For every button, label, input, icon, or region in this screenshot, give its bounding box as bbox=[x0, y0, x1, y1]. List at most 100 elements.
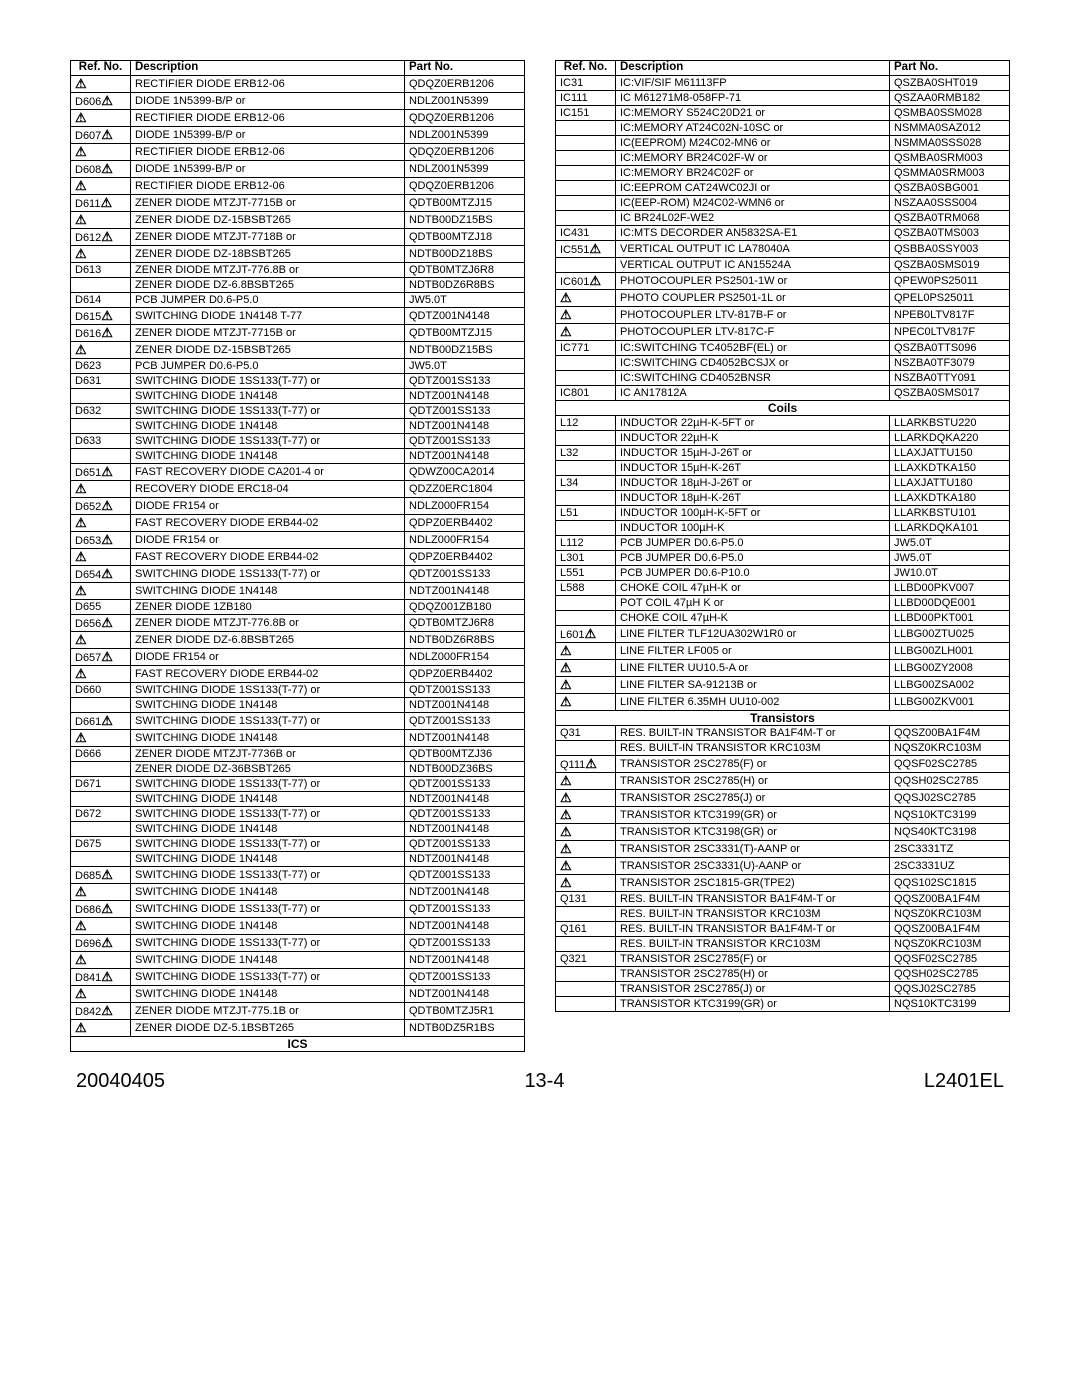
header-part: Part No. bbox=[405, 61, 525, 76]
desc-cell: RES. BUILT-IN TRANSISTOR KRC103M bbox=[616, 741, 890, 756]
part-cell: QQSZ00BA1F4M bbox=[890, 922, 1010, 937]
warning-icon: ⚠ bbox=[560, 858, 572, 873]
part-cell: LLAXJATTU180 bbox=[890, 476, 1010, 491]
desc-cell: TRANSISTOR 2SC3331(U)-AANP or bbox=[616, 858, 890, 875]
part-cell: NQSZ0KRC103M bbox=[890, 741, 1010, 756]
desc-cell: INDUCTOR 22µH-K-5FT or bbox=[616, 416, 890, 431]
table-row: IC151IC:MEMORY S524C20D21 orQSMBA0SSM028 bbox=[556, 106, 1010, 121]
desc-cell: CHOKE COIL 47µH-K bbox=[616, 611, 890, 626]
warning-icon: ⚠ bbox=[75, 632, 87, 647]
table-row: ⚠ZENER DIODE DZ-6.8BSBT265NDTB0DZ6R8BS bbox=[71, 632, 525, 649]
desc-cell: IC M61271M8-058FP-71 bbox=[616, 91, 890, 106]
part-cell: QDZZ0ERC1804 bbox=[405, 481, 525, 498]
desc-cell: ZENER DIODE DZ-18BSBT265 bbox=[131, 246, 405, 263]
ref-cell: Q321 bbox=[556, 952, 616, 967]
part-cell: QSMBA0SRM003 bbox=[890, 151, 1010, 166]
part-cell: NDTZ001N4148 bbox=[405, 822, 525, 837]
table-row: D608⚠DIODE 1N5399-B/P orNDLZ001N5399 bbox=[71, 161, 525, 178]
section-transistors: Transistors bbox=[556, 711, 1010, 726]
ref-cell: D614 bbox=[71, 293, 131, 308]
table-row: TRANSISTOR KTC3199(GR) orNQS10KTC3199 bbox=[556, 997, 1010, 1012]
part-cell: QQS102SC1815 bbox=[890, 875, 1010, 892]
part-cell: QDTZ001SS133 bbox=[405, 566, 525, 583]
table-row: D660SWITCHING DIODE 1SS133(T-77) orQDTZ0… bbox=[71, 683, 525, 698]
warning-icon: ⚠ bbox=[101, 867, 113, 882]
ref-cell: ⚠ bbox=[71, 110, 131, 127]
warning-icon: ⚠ bbox=[75, 1020, 87, 1035]
desc-cell: RES. BUILT-IN TRANSISTOR BA1F4M-T or bbox=[616, 922, 890, 937]
table-row: D661⚠SWITCHING DIODE 1SS133(T-77) orQDTZ… bbox=[71, 713, 525, 730]
table-row: D671SWITCHING DIODE 1SS133(T-77) orQDTZ0… bbox=[71, 777, 525, 792]
desc-cell: IC:SWITCHING TC4052BF(EL) or bbox=[616, 341, 890, 356]
desc-cell: ZENER DIODE MTZJT-7715B or bbox=[131, 195, 405, 212]
part-cell: QQSH02SC2785 bbox=[890, 773, 1010, 790]
part-cell: QSZBA0SMS019 bbox=[890, 258, 1010, 273]
desc-cell: SWITCHING DIODE 1SS133(T-77) or bbox=[131, 374, 405, 389]
desc-cell: SWITCHING DIODE 1SS133(T-77) or bbox=[131, 867, 405, 884]
desc-cell: SWITCHING DIODE 1N4148 bbox=[131, 698, 405, 713]
desc-cell: TRANSISTOR 2SC2785(H) or bbox=[616, 967, 890, 982]
table-row: D654⚠SWITCHING DIODE 1SS133(T-77) orQDTZ… bbox=[71, 566, 525, 583]
ref-cell: D623 bbox=[71, 359, 131, 374]
desc-cell: TRANSISTOR KTC3198(GR) or bbox=[616, 824, 890, 841]
desc-cell: RECTIFIER DIODE ERB12-06 bbox=[131, 110, 405, 127]
table-row: D633SWITCHING DIODE 1SS133(T-77) orQDTZ0… bbox=[71, 434, 525, 449]
ref-cell: Q111⚠ bbox=[556, 756, 616, 773]
ref-cell bbox=[71, 762, 131, 777]
table-row: L588CHOKE COIL 47µH-K orLLBD00PKV007 bbox=[556, 581, 1010, 596]
section-coils-label: Coils bbox=[556, 401, 1010, 416]
ref-cell bbox=[556, 997, 616, 1012]
desc-cell: PCB JUMPER D0.6-P10.0 bbox=[616, 566, 890, 581]
ref-cell: D633 bbox=[71, 434, 131, 449]
table-row: ⚠FAST RECOVERY DIODE ERB44-02QDPZ0ERB440… bbox=[71, 549, 525, 566]
ref-cell: D661⚠ bbox=[71, 713, 131, 730]
desc-cell: DIODE FR154 or bbox=[131, 498, 405, 515]
desc-cell: ZENER DIODE DZ-15BSBT265 bbox=[131, 342, 405, 359]
warning-icon: ⚠ bbox=[560, 660, 572, 675]
part-cell: QDQZ0ERB1206 bbox=[405, 144, 525, 161]
table-row: D672SWITCHING DIODE 1SS133(T-77) orQDTZ0… bbox=[71, 807, 525, 822]
part-cell: QDTZ001SS133 bbox=[405, 434, 525, 449]
desc-cell: IC(EEP-ROM) M24C02-WMN6 or bbox=[616, 196, 890, 211]
part-cell: JW5.0T bbox=[405, 293, 525, 308]
table-row: IC431IC:MTS DECORDER AN5832SA-E1QSZBA0TM… bbox=[556, 226, 1010, 241]
ref-cell bbox=[556, 196, 616, 211]
table-row: ⚠TRANSISTOR KTC3198(GR) orNQS40KTC3198 bbox=[556, 824, 1010, 841]
part-cell: QSMBA0SSM028 bbox=[890, 106, 1010, 121]
right-table: Ref. No. Description Part No. IC31IC:VIF… bbox=[555, 60, 1010, 1012]
part-cell: QSZBA0TRM068 bbox=[890, 211, 1010, 226]
warning-icon: ⚠ bbox=[101, 713, 113, 728]
part-cell: LLBG00ZSA002 bbox=[890, 677, 1010, 694]
table-row: SWITCHING DIODE 1N4148NDTZ001N4148 bbox=[71, 698, 525, 713]
table-row: TRANSISTOR 2SC2785(J) orQQSJ02SC2785 bbox=[556, 982, 1010, 997]
desc-cell: RECTIFIER DIODE ERB12-06 bbox=[131, 178, 405, 195]
table-row: SWITCHING DIODE 1N4148NDTZ001N4148 bbox=[71, 419, 525, 434]
table-row: D655ZENER DIODE 1ZB180QDQZ001ZB180 bbox=[71, 600, 525, 615]
warning-icon: ⚠ bbox=[75, 666, 87, 681]
ref-cell: D616⚠ bbox=[71, 325, 131, 342]
part-cell: NDTZ001N4148 bbox=[405, 583, 525, 600]
part-cell: QDTZ001SS133 bbox=[405, 837, 525, 852]
desc-cell: IC:EEPROM CAT24WC02JI or bbox=[616, 181, 890, 196]
desc-cell: TRANSISTOR 2SC2785(F) or bbox=[616, 756, 890, 773]
header-part: Part No. bbox=[890, 61, 1010, 76]
ref-cell: D652⚠ bbox=[71, 498, 131, 515]
desc-cell: INDUCTOR 15µH-J-26T or bbox=[616, 446, 890, 461]
table-row: D615⚠SWITCHING DIODE 1N4148 T-77QDTZ001N… bbox=[71, 308, 525, 325]
table-row: ⚠SWITCHING DIODE 1N4148NDTZ001N4148 bbox=[71, 952, 525, 969]
ref-cell bbox=[556, 937, 616, 952]
part-cell: QDTZ001SS133 bbox=[405, 935, 525, 952]
table-row: SWITCHING DIODE 1N4148NDTZ001N4148 bbox=[71, 389, 525, 404]
table-row: IC:MEMORY AT24C02N-10SC orNSMMA0SAZ012 bbox=[556, 121, 1010, 136]
table-row: D613ZENER DIODE MTZJT-776.8B orQDTB0MTZJ… bbox=[71, 263, 525, 278]
part-cell: NDTZ001N4148 bbox=[405, 730, 525, 747]
ref-cell bbox=[556, 258, 616, 273]
warning-icon: ⚠ bbox=[101, 566, 113, 581]
table-row: SWITCHING DIODE 1N4148NDTZ001N4148 bbox=[71, 822, 525, 837]
warning-icon: ⚠ bbox=[585, 756, 597, 771]
desc-cell: IC AN17812A bbox=[616, 386, 890, 401]
ref-cell: ⚠ bbox=[71, 481, 131, 498]
table-header-row: Ref. No. Description Part No. bbox=[71, 61, 525, 76]
part-cell: QDTB00MTZJ18 bbox=[405, 229, 525, 246]
warning-icon: ⚠ bbox=[75, 918, 87, 933]
